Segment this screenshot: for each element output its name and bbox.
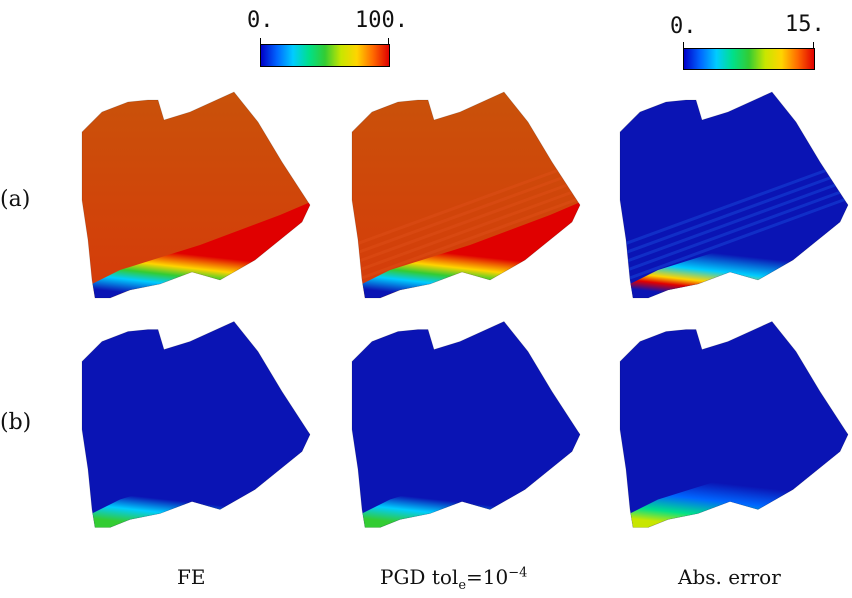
field-surface [82,92,310,298]
pgd-eq: =10 [466,565,509,589]
column-label-abs-error: Abs. error [678,565,781,589]
field-surface [352,321,580,528]
domain-outline [619,91,849,299]
colorbar-max-label: 100. [355,8,408,33]
colorbar-tick-max [388,38,389,46]
column-label-pgd: PGD tole=10−4 [380,565,527,593]
row-label-a: (a) [0,187,31,212]
panel-a-pgd [351,91,581,299]
pgd-superscript: −4 [508,565,528,581]
row-label-b: (b) [0,410,32,435]
panel-b-fe [81,321,311,528]
field-surface [620,92,848,298]
domain-outline [81,91,311,299]
colorbar-min-label: 0. [247,8,274,33]
colorbar-gradient [260,44,390,67]
colorbar-error-tick-max [813,42,814,50]
panel-a-fe [81,91,311,299]
field-surface [620,321,848,528]
column-label-fe: FE [177,565,206,589]
colorbar-error-max-label: 15. [785,12,825,37]
domain-outline [81,321,311,528]
colorbar-error-tick-min [683,42,684,50]
domain-outline [619,321,849,528]
field-surface [82,321,310,528]
domain-outline [351,91,581,299]
colorbar-error-gradient [683,48,815,70]
pgd-subscript: e [458,578,467,593]
panel-b-abs-error [619,321,849,528]
panel-a-abs-error [619,91,849,299]
domain-outline [351,321,581,528]
panel-b-pgd [351,321,581,528]
colorbar-tick-min [260,38,261,46]
colorbar-error-min-label: 0. [670,14,697,39]
pgd-prefix: PGD tol [380,565,459,589]
field-surface [352,92,580,298]
